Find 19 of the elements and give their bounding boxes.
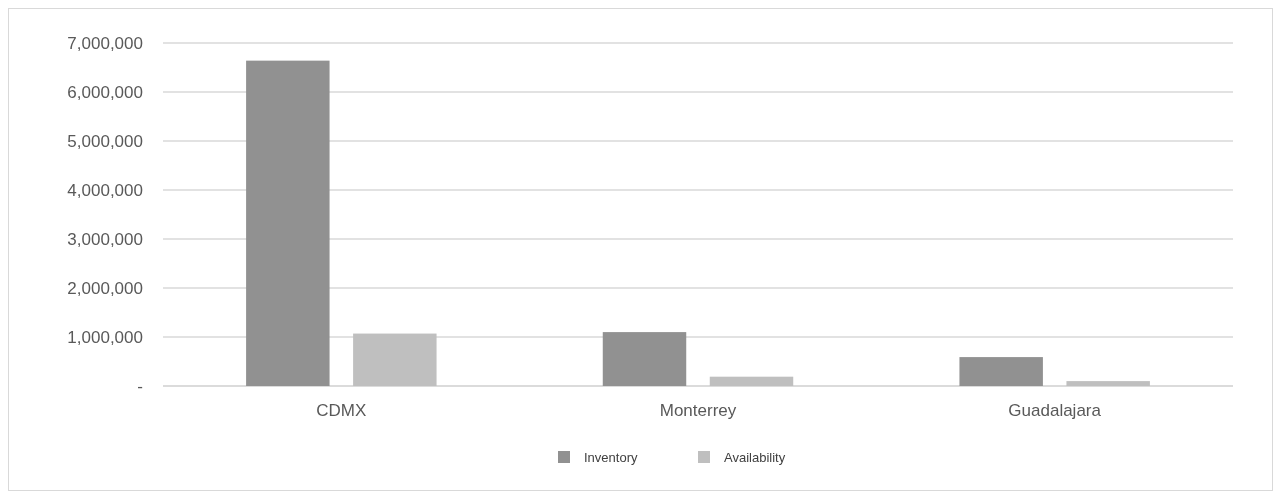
y-tick-label: - (137, 376, 143, 396)
y-tick-label: 4,000,000 (67, 180, 143, 200)
y-tick-label: 5,000,000 (67, 131, 143, 151)
y-tick-label: 3,000,000 (67, 229, 143, 249)
x-tick-label: Monterrey (659, 401, 737, 420)
x-tick-label: Guadalajara (1008, 401, 1102, 420)
y-tick-label: 2,000,000 (67, 278, 143, 298)
y-tick-label: 6,000,000 (67, 82, 143, 102)
legend-label: Inventory (584, 449, 638, 465)
y-tick-label: 7,000,000 (67, 33, 143, 53)
legend-label: Availability (724, 449, 786, 465)
bar (246, 60, 330, 386)
bar (959, 357, 1043, 386)
y-tick-label: 1,000,000 (67, 327, 143, 347)
bar (353, 333, 437, 386)
bar (709, 376, 794, 386)
x-tick-label: CDMX (316, 401, 367, 420)
bar (602, 332, 687, 386)
bar (1066, 381, 1150, 386)
